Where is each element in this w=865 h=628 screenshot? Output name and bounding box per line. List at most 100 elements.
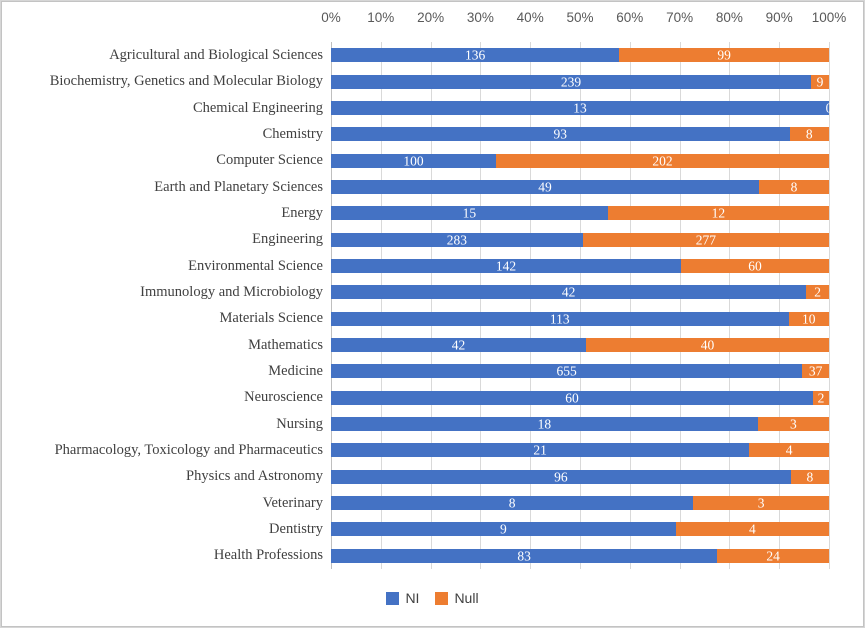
x-axis-tick-label: 60% bbox=[616, 10, 644, 25]
category-row: Engineering 283 277 bbox=[2, 226, 831, 252]
bar-segment-null bbox=[586, 337, 829, 352]
category-label: Chemical Engineering bbox=[192, 99, 323, 116]
data-label-ni: 239 bbox=[560, 73, 582, 89]
axis-line bbox=[331, 42, 332, 569]
category-label: Biochemistry, Genetics and Molecular Bio… bbox=[49, 73, 323, 90]
legend-item-null: Null bbox=[435, 591, 479, 605]
gridline bbox=[779, 42, 781, 569]
gridline bbox=[729, 42, 731, 569]
data-label-null: 60 bbox=[748, 258, 762, 274]
category-label: Veterinary bbox=[262, 494, 323, 511]
x-axis-tick-label: 10% bbox=[367, 10, 395, 25]
bar-segment-ni bbox=[331, 548, 718, 563]
category-label: Health Professions bbox=[213, 547, 323, 564]
bar-track: 655 37 bbox=[331, 364, 829, 379]
gridline bbox=[580, 42, 581, 569]
bar-segment-ni bbox=[331, 469, 791, 484]
bar-track: 93 8 bbox=[331, 126, 829, 142]
category-label: Dentistry bbox=[269, 521, 323, 538]
bar-track: 239 9 bbox=[331, 73, 829, 89]
data-label-ni: 96 bbox=[554, 468, 568, 484]
bar-segment-ni bbox=[331, 522, 676, 537]
category-row: Dentistry 9 4 bbox=[2, 516, 831, 542]
data-label-ni: 42 bbox=[561, 284, 576, 300]
category-row: Chemical Engineering 13 0 bbox=[2, 95, 832, 121]
bar-segment-null bbox=[810, 74, 829, 89]
category-label: Mathematics bbox=[248, 336, 323, 353]
gridlines bbox=[331, 42, 830, 569]
data-label-null: 3 bbox=[790, 416, 797, 432]
bar-segment-null bbox=[681, 258, 829, 273]
bar-track: 100 202 bbox=[331, 153, 829, 168]
bar-segment-ni bbox=[331, 153, 496, 168]
bar-segment-null bbox=[806, 285, 829, 300]
bar-segment-ni bbox=[331, 179, 760, 194]
category-label: Medicine bbox=[268, 363, 323, 380]
bar-rows: Agricultural and Biological Sciences 136 9… bbox=[2, 42, 832, 569]
bar-segment-null bbox=[812, 390, 829, 405]
data-label-null: 8 bbox=[805, 126, 813, 142]
data-label-ni: 13 bbox=[573, 100, 587, 116]
bar-segment-null bbox=[759, 179, 829, 194]
bar-track: 21 4 bbox=[331, 442, 829, 458]
bar-segment-null bbox=[675, 522, 829, 537]
bar-track: 49 8 bbox=[331, 179, 829, 195]
bar-segment-null bbox=[717, 548, 829, 563]
data-label-null: 99 bbox=[717, 47, 731, 63]
legend-label: NI bbox=[405, 590, 420, 606]
data-label-null: 9 bbox=[816, 73, 824, 89]
bar-segment-ni bbox=[331, 232, 583, 247]
gridline bbox=[530, 42, 532, 569]
data-label-ni: 8 bbox=[508, 495, 516, 511]
category-row: Biochemistry, Genetics and Molecular Bio… bbox=[2, 68, 831, 94]
data-label-ni: 113 bbox=[549, 310, 570, 326]
x-axis-tick-label: 0% bbox=[321, 10, 341, 25]
bar-segment-null bbox=[788, 311, 829, 326]
legend-item-ni: NI bbox=[386, 591, 419, 605]
category-row: Chemistry 93 8 bbox=[2, 121, 831, 147]
category-row: Pharmacology, Toxicology and Pharmaceuti… bbox=[2, 437, 831, 463]
data-label-ni: 283 bbox=[446, 231, 467, 247]
bar-segment-ni bbox=[331, 364, 803, 379]
data-label-null: 8 bbox=[790, 179, 798, 195]
x-axis-tick-label: 20% bbox=[417, 10, 445, 25]
category-label: Computer Science bbox=[216, 152, 323, 169]
bar-segment-ni bbox=[331, 443, 750, 458]
bar-segment-ni bbox=[331, 206, 608, 221]
bar-segment-ni bbox=[331, 285, 807, 300]
legend-swatch-icon bbox=[435, 591, 449, 605]
x-axis-tick-label: 80% bbox=[715, 10, 743, 25]
data-label-null: 40 bbox=[700, 337, 715, 353]
category-label: Immunology and Microbiology bbox=[140, 284, 323, 301]
category-row: Veterinary 8 3 bbox=[2, 490, 831, 516]
category-label: Engineering bbox=[252, 231, 323, 248]
data-label-null: 2 bbox=[814, 284, 822, 300]
category-row: Materials Science 113 10 bbox=[2, 305, 831, 331]
bar-segment-null bbox=[749, 443, 829, 458]
data-label-ni: 136 bbox=[464, 47, 486, 63]
bar-track: 13 0 bbox=[331, 100, 832, 116]
bar-segment-null bbox=[495, 153, 829, 168]
bar-track: 83 24 bbox=[331, 548, 829, 563]
category-label: Physics and Astronomy bbox=[186, 468, 323, 485]
data-label-null: 4 bbox=[785, 442, 793, 458]
bar-segment-ni bbox=[331, 390, 813, 405]
data-label-ni: 18 bbox=[537, 416, 552, 432]
bar-segment-ni bbox=[331, 48, 620, 63]
x-axis-tick-label: 40% bbox=[516, 10, 544, 25]
data-label-ni: 142 bbox=[495, 258, 517, 274]
legend: NI Null bbox=[2, 591, 863, 605]
category-row: Nursing 18 3 bbox=[2, 411, 831, 437]
gridline bbox=[430, 42, 432, 569]
bar-track: 15 12 bbox=[331, 206, 829, 221]
category-row: Health Professions 83 24 bbox=[2, 543, 831, 569]
category-label: Earth and Planetary Sciences bbox=[154, 178, 323, 195]
x-axis-tick-label: 100% bbox=[811, 10, 847, 25]
x-axis-top: 0% 10% 20% 30% 40% 50% 60% 70% 80% 90% 100% bbox=[321, 10, 846, 30]
category-row: Neuroscience 60 2 bbox=[2, 384, 831, 410]
x-axis-tick-label: 90% bbox=[765, 10, 793, 25]
category-row: Computer Science 100 202 bbox=[2, 147, 831, 173]
